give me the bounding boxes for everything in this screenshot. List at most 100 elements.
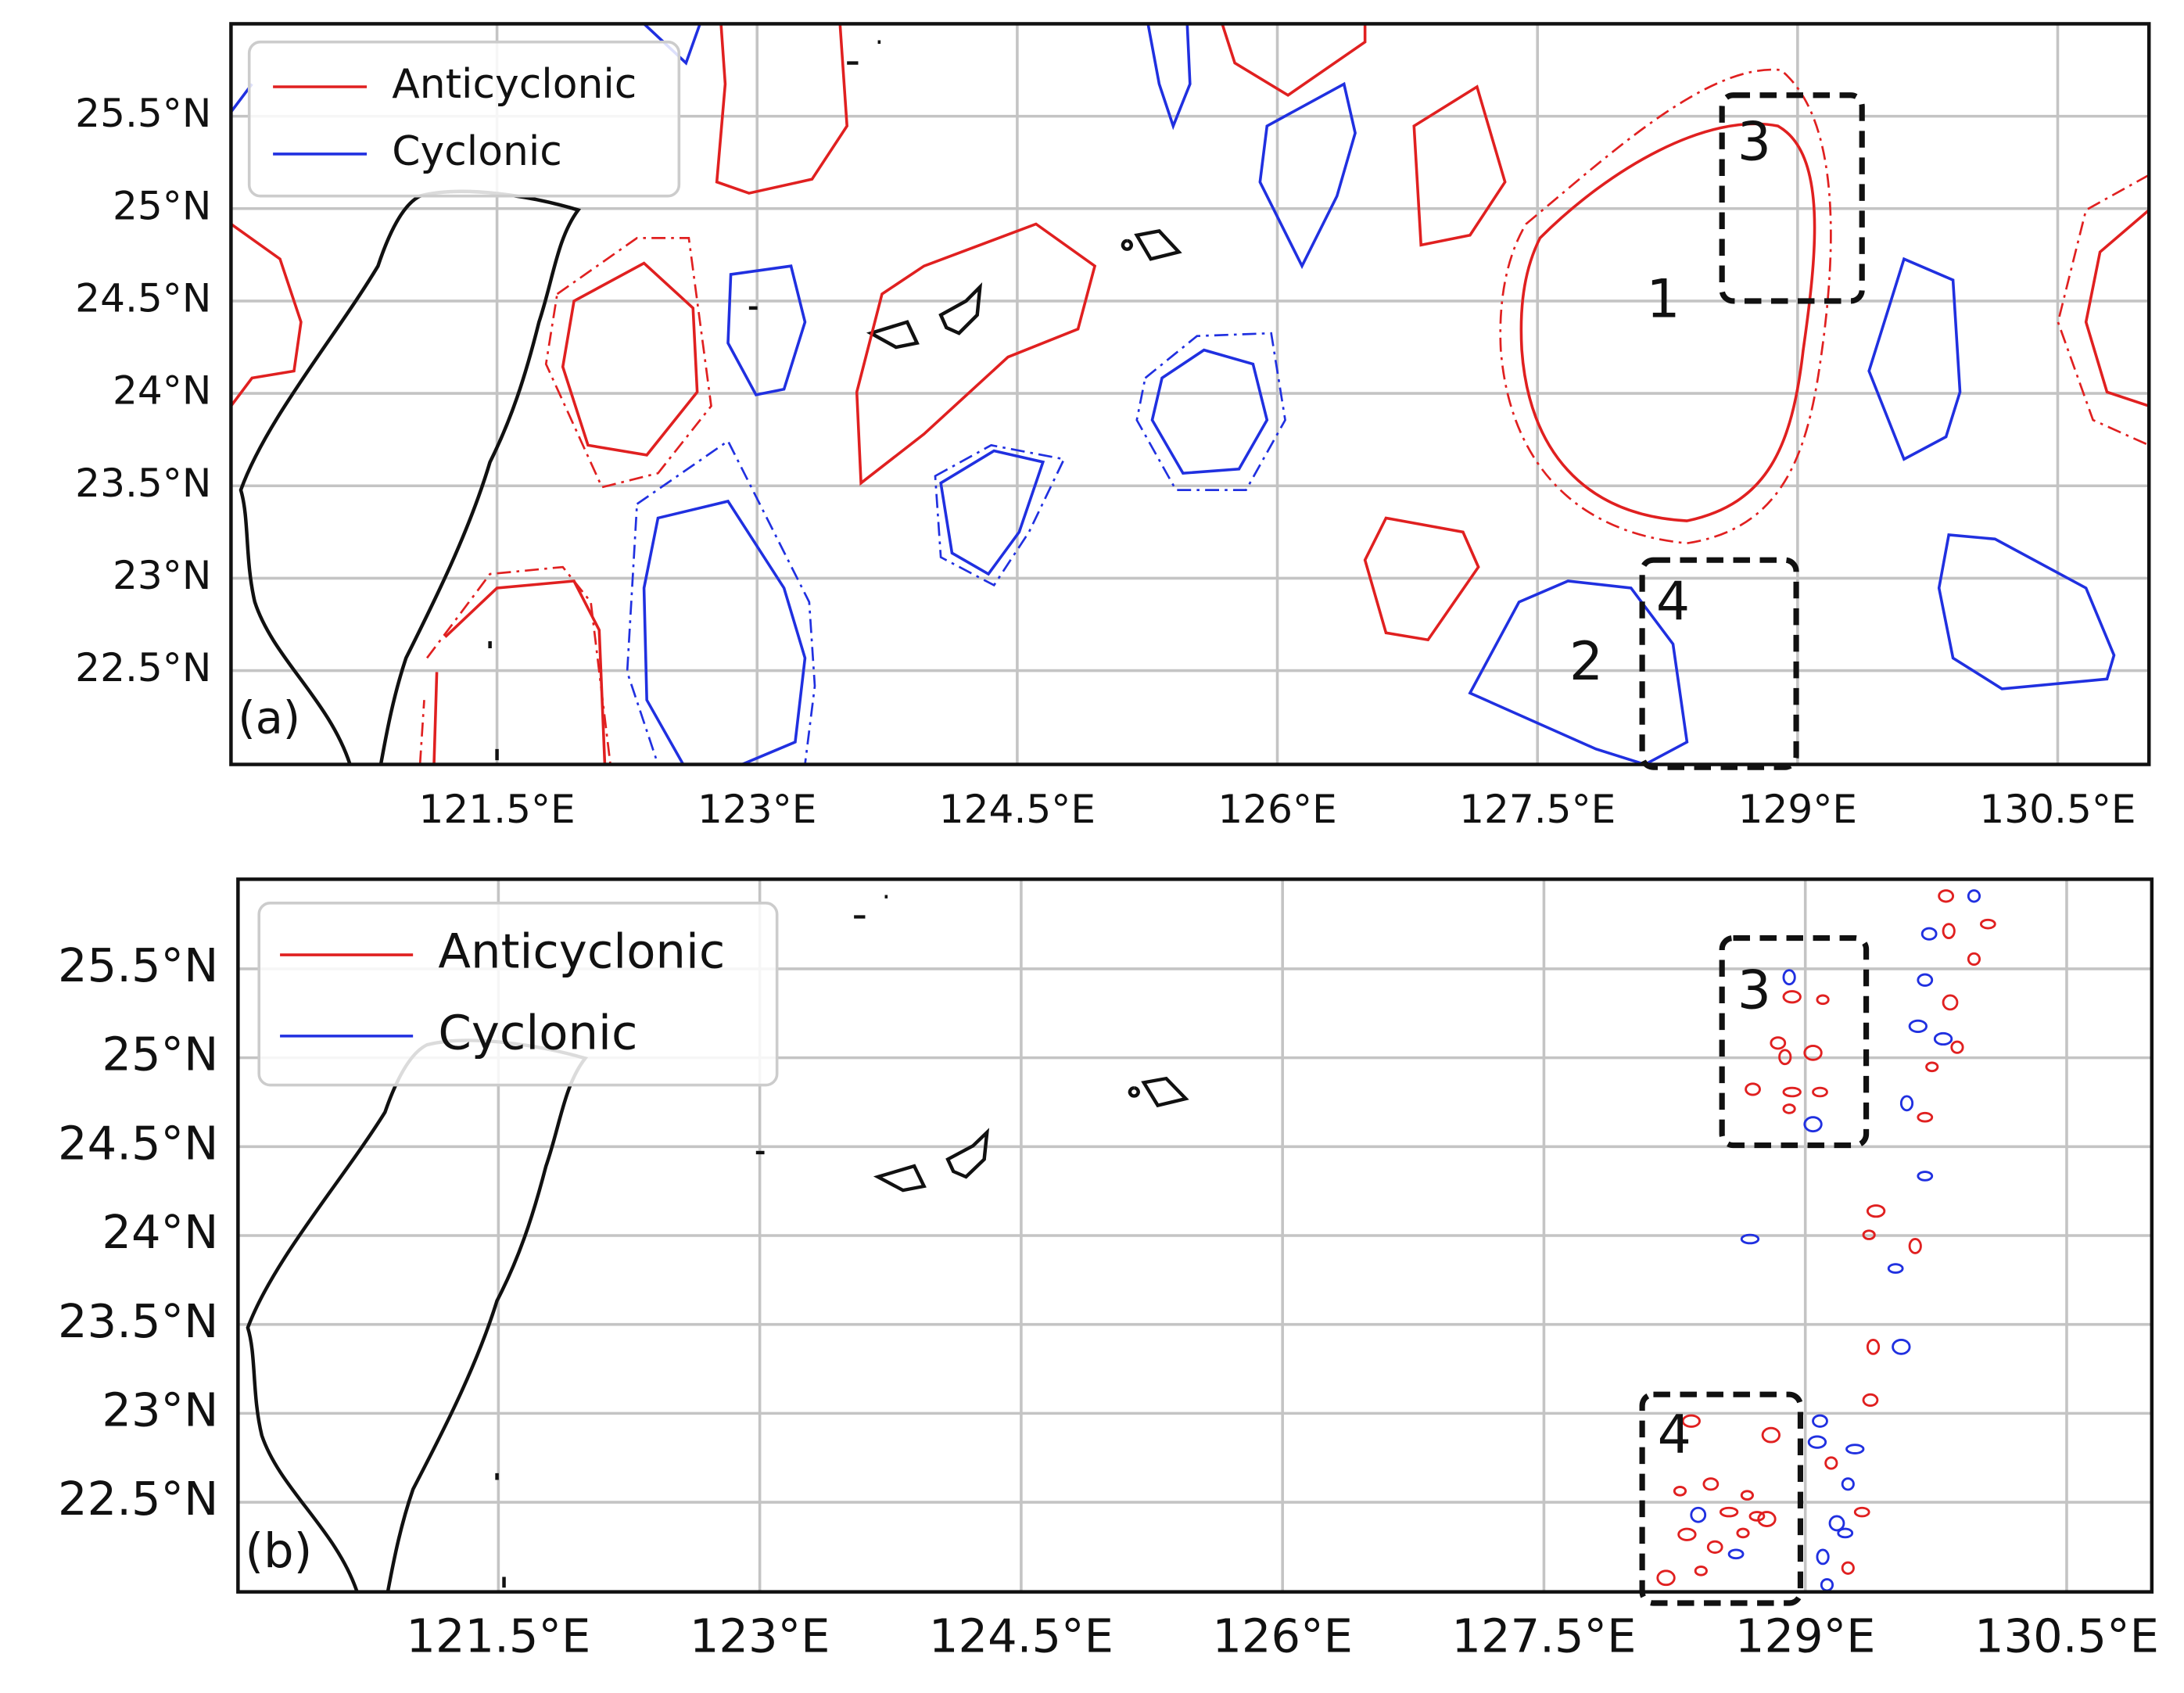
eddy-contour — [1967, 952, 1981, 967]
eddy-contour — [1782, 1103, 1796, 1114]
axes-frame — [236, 877, 2154, 1594]
eddy-contour — [1917, 1111, 1934, 1123]
region-box — [1719, 934, 1870, 1149]
contour — [1519, 122, 1816, 522]
eddy-contour — [1690, 1506, 1707, 1523]
eddy-contour — [1803, 1044, 1823, 1061]
panel-label: (b) — [245, 1523, 312, 1579]
eddy-contour — [1816, 994, 1830, 1006]
x-tick-label: 123°E — [690, 1609, 830, 1663]
eddy-contour — [1841, 1561, 1855, 1575]
eddy-contour — [1694, 1566, 1708, 1576]
eddy-contour — [1917, 973, 1934, 987]
contour — [642, 499, 807, 765]
eddy-contour — [1862, 1393, 1879, 1407]
eddy-contour — [1656, 1569, 1676, 1587]
legend-box — [247, 40, 681, 198]
region-label: 4 — [1656, 571, 1690, 633]
x-tick-label: 127.5°E — [1459, 786, 1616, 832]
eddy-contour — [1677, 1527, 1697, 1541]
legend-label: Anticyclonic — [438, 924, 725, 980]
contour — [1150, 348, 1269, 475]
eddy-contour — [1979, 918, 1996, 930]
x-tick-label: 130.5°E — [1974, 1609, 2159, 1663]
eddy-contour — [1727, 1548, 1745, 1560]
contour — [1468, 579, 1689, 765]
eddy-contour — [1950, 1040, 1964, 1054]
eddy-contour — [1824, 1456, 1838, 1470]
contour — [626, 439, 816, 765]
region-label: 3 — [1738, 112, 1771, 174]
contour — [1221, 23, 1367, 97]
x-tick-label: 124.5°E — [929, 1609, 1114, 1663]
eddy-contour — [1782, 990, 1802, 1004]
eddy-contour — [1807, 1435, 1827, 1449]
y-tick-label: 24°N — [113, 368, 211, 414]
x-tick-label: 126°E — [1212, 1609, 1353, 1663]
eddy-contour — [1837, 1527, 1854, 1539]
x-tick-label: 124.5°E — [939, 786, 1096, 832]
contour — [2057, 174, 2150, 447]
x-tick-label: 121.5°E — [418, 786, 575, 832]
y-tick-label: 24.5°N — [75, 274, 211, 321]
eddy-contour — [1673, 1485, 1687, 1497]
map-b — [248, 889, 1996, 1592]
eddy-contour — [1812, 1414, 1828, 1428]
contour — [934, 443, 1066, 587]
eddy-contour — [1887, 1263, 1904, 1274]
eddy-contour — [1740, 1490, 1754, 1501]
eddy-contour — [1925, 1061, 1939, 1073]
eddy-contour — [1812, 1086, 1828, 1098]
contour — [561, 261, 699, 457]
contour — [1363, 516, 1480, 642]
x-tick-label: 126°E — [1218, 786, 1336, 832]
contour — [418, 565, 611, 765]
contour — [1258, 81, 1357, 270]
legend-label: Anticyclonic — [392, 61, 637, 108]
region-label: 2 — [1569, 631, 1603, 693]
contour — [2084, 209, 2150, 407]
legend-label: Cyclonic — [438, 1005, 637, 1060]
contour — [544, 237, 712, 489]
contour — [231, 223, 303, 407]
eddy-contour — [1853, 1506, 1870, 1518]
eddy-contour — [1782, 1086, 1802, 1098]
eddy-contour — [1938, 889, 1955, 903]
x-tick-label: 129°E — [1735, 1609, 1876, 1663]
contour — [855, 222, 1097, 486]
y-tick-label: 24°N — [102, 1205, 218, 1259]
eddy-contour — [1681, 1414, 1701, 1428]
eddy-contour — [1761, 1426, 1781, 1444]
contour — [1867, 256, 1962, 461]
eddy-contour — [1782, 969, 1796, 986]
eddy-contour — [1942, 923, 1956, 939]
x-tick-label: 129°E — [1738, 786, 1857, 832]
eddy-contour — [1845, 1444, 1865, 1454]
region-label: 4 — [1658, 1404, 1691, 1465]
eddy-contour — [1917, 1171, 1934, 1182]
eddy-contour — [1841, 1477, 1855, 1491]
contour — [939, 449, 1045, 576]
contour — [1937, 533, 2116, 690]
contour — [1499, 68, 1832, 545]
y-tick-label: 22.5°N — [75, 644, 211, 690]
contour — [1146, 23, 1192, 131]
contour — [1412, 84, 1507, 247]
y-tick-label: 23°N — [113, 552, 211, 598]
eddy-contour — [1757, 1511, 1777, 1527]
y-tick-label: 22.5°N — [58, 1472, 218, 1526]
panel-label: (a) — [238, 692, 300, 744]
y-tick-label: 23.5°N — [58, 1294, 218, 1348]
eddy-contour — [1740, 1233, 1760, 1245]
y-tick-label: 24.5°N — [58, 1116, 218, 1170]
axes-frame — [229, 22, 2151, 766]
eddy-contour — [1920, 927, 1938, 941]
eddy-contour — [1748, 1511, 1766, 1522]
eddy-contour — [1745, 1082, 1761, 1096]
legend-label: Cyclonic — [392, 128, 562, 175]
eddy-contour — [1770, 1036, 1787, 1050]
eddy-contour — [1967, 889, 1981, 903]
